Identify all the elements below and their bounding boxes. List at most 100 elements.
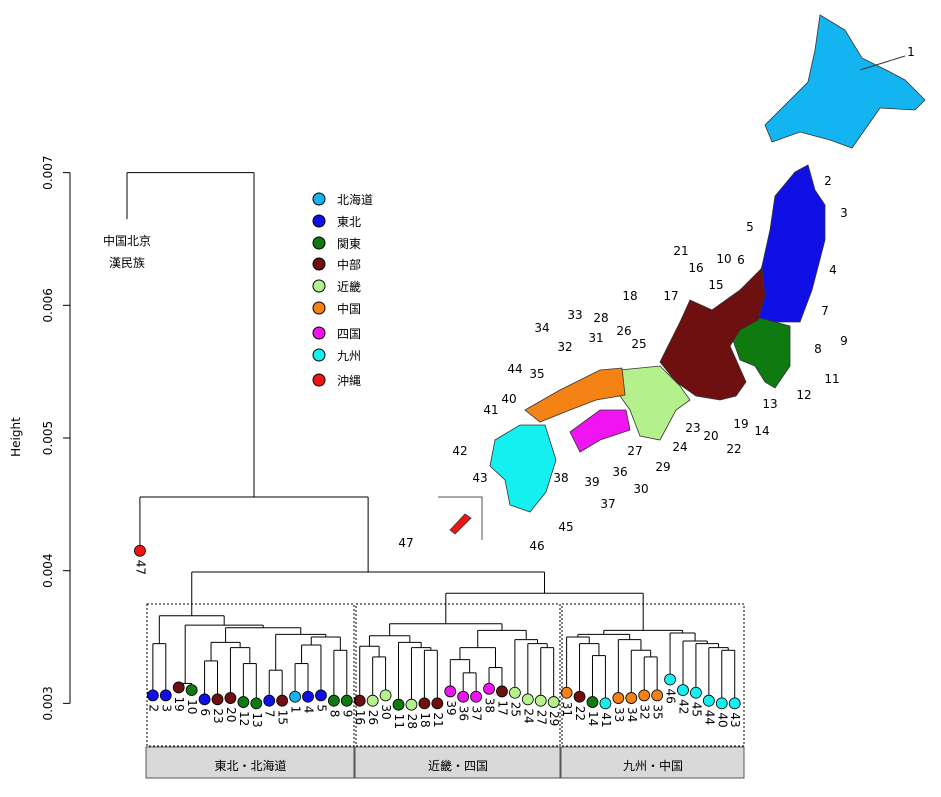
leaf-dot [159,689,172,702]
map-label: 19 [733,417,748,431]
map-label: 33 [567,308,582,322]
leaf-label: 1 [289,706,303,714]
leaf-label: 21 [431,712,445,727]
leaf-label: 22 [573,706,587,721]
leaf-dot [315,689,327,702]
map-label: 42 [452,444,467,458]
leaf-dot [198,693,211,706]
map-label: 10 [716,252,731,266]
map-label: 8 [814,342,822,356]
leaf-dot [599,697,612,710]
japan-map: 1234567891011121314151617181920212223242… [398,14,926,553]
leaf-label: 2 [146,704,160,712]
legend-marker [312,326,326,340]
leaf-label: 43 [728,712,742,727]
map-label: 2 [824,174,832,188]
group-label: 近畿・四国 [428,759,488,773]
leaf-label: 9 [340,710,354,718]
map-label: 32 [557,340,572,354]
map-label: 6 [737,253,745,267]
leaf-label: 15 [276,710,290,725]
legend-label: 沖縄 [337,373,361,388]
leaf-dot [327,694,340,707]
leaf-label: 46 [664,688,678,703]
legend-label: 九州 [337,349,361,363]
group-label: 東北・北海道 [214,758,286,773]
map-label: 15 [708,278,723,292]
leaf-dot [690,686,702,699]
y-tick-label: 0.004 [41,554,55,588]
leaf-dot [340,694,353,707]
leader [859,55,906,71]
map-label: 22 [726,442,741,456]
leaf-dot [625,692,638,704]
map-label: 28 [593,311,608,325]
leaf-label: 12 [237,711,251,726]
legend-label: 近畿 [337,280,361,294]
leaf-label: 30 [379,704,393,719]
map-label: 5 [746,220,754,234]
leaf-dot [483,682,495,695]
okinawa-inset [438,496,483,540]
map-label: 20 [703,429,718,443]
legend-label: 中国 [337,301,361,316]
leaf-dot [664,673,676,686]
leaf-dot [211,693,224,706]
leaf-dot [353,694,366,707]
leaf-label: 34 [625,707,639,722]
leaf-dot [715,697,728,710]
leaf-dot [289,690,301,703]
map-label: 12 [796,388,811,402]
group-label-box [560,746,745,779]
leaf-label: 14 [586,711,600,726]
map-region [524,367,626,423]
map-region [764,14,926,149]
map-label: 37 [600,497,615,511]
leaf-label: 27 [534,710,548,725]
map-label: 21 [673,244,688,258]
map-label: 31 [588,331,603,345]
leaf-dot [224,692,237,704]
leaf-label: 13 [250,712,264,727]
map-label: 25 [631,337,646,351]
leaf-label: 4 [302,706,316,714]
leaf-dot [573,690,586,703]
legend-marker [312,348,326,362]
leaf-label: 10 [185,699,199,714]
map-label: 40 [501,392,516,406]
map-label: 39 [584,475,599,489]
leaf-dot [392,698,405,711]
map-label: 11 [824,372,839,386]
map-label: 30 [633,482,648,496]
leaf-dot [702,694,715,707]
leaf-dot [276,694,289,707]
map-label: 4 [829,263,837,277]
map-region [751,164,826,323]
legend-label: 東北 [337,215,361,229]
group-box [561,603,745,747]
map-region [489,424,557,513]
leaf-label: 漢民族 [109,256,145,270]
leaf-dot [405,698,418,711]
map-label: 16 [688,261,703,275]
leaf-dot [470,690,483,703]
map-label: 14 [754,424,769,438]
map-region [659,267,766,401]
leaf-label: 11 [392,714,406,729]
leaf-label: 28 [405,714,419,729]
group-box [146,603,355,747]
leaf-dot [728,697,741,710]
legend-marker [312,301,326,315]
leaf-label: 18 [418,712,432,727]
leaf-dot [302,690,314,703]
y-axis-label: Height [9,417,23,457]
leaf-dot [418,697,431,710]
leaf-dot [366,694,379,707]
map-label: 47 [398,536,413,550]
leaf-dot [444,685,457,698]
map-label: 26 [616,324,631,338]
leaf-dot [534,694,547,707]
leaf-label: 42 [676,699,690,714]
map-label: 7 [821,304,829,318]
